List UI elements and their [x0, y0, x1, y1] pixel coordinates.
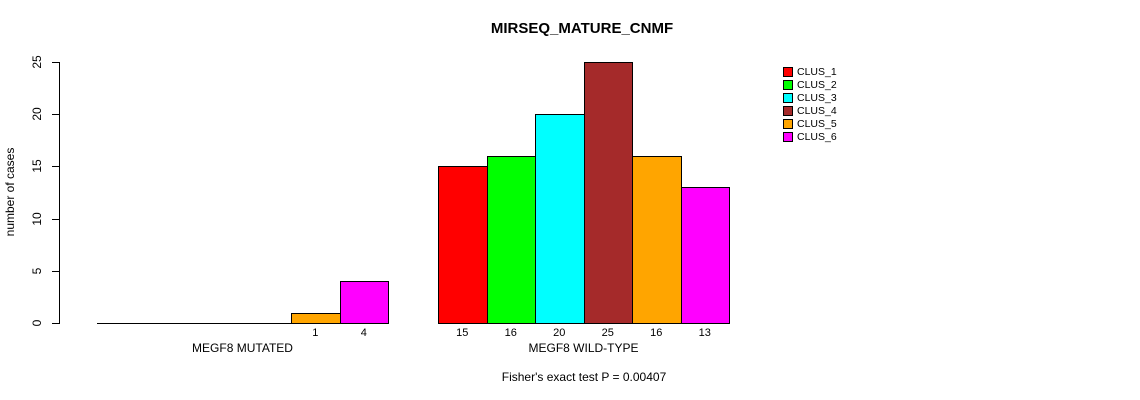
y-tick-label: 25 [30, 55, 44, 69]
y-tick-label: 5 [30, 267, 44, 275]
legend-label: CLUS_2 [797, 78, 837, 91]
bar-value-label: 16 [650, 327, 663, 339]
zero-height-bar [242, 323, 292, 324]
group-label: MEGF8 WILD-TYPE [528, 341, 639, 355]
zero-height-bar [194, 323, 244, 324]
y-axis-tick [52, 270, 59, 272]
bar-value-label: 13 [698, 327, 711, 339]
bar-value-label: 15 [456, 327, 469, 339]
y-axis-tick [52, 114, 59, 116]
bar-value-label: 1 [312, 327, 319, 339]
bar [535, 114, 585, 324]
bar [339, 281, 389, 324]
legend-row: CLUS_2 [783, 78, 837, 91]
legend-label: CLUS_5 [797, 117, 837, 130]
legend-row: CLUS_5 [783, 117, 837, 130]
y-axis-label: number of cases [3, 147, 17, 237]
bar [632, 155, 682, 324]
legend-row: CLUS_1 [783, 65, 837, 78]
bar-value-label: 20 [553, 327, 566, 339]
y-axis-tick [52, 323, 59, 324]
bar [438, 166, 488, 324]
y-axis-tick [52, 218, 59, 220]
legend-row: CLUS_6 [783, 130, 837, 143]
legend-swatch [783, 66, 793, 77]
fisher-test-annotation: Fisher's exact test P = 0.00407 [501, 370, 667, 384]
y-tick-label: 15 [30, 159, 44, 174]
legend-label: CLUS_4 [797, 104, 837, 117]
zero-height-bar [145, 323, 195, 324]
bar [583, 62, 633, 324]
y-axis-tick [52, 62, 59, 63]
y-tick-label: 20 [30, 107, 44, 121]
legend-row: CLUS_4 [783, 104, 837, 117]
legend-swatch [783, 105, 793, 116]
legend-label: CLUS_3 [797, 91, 837, 104]
legend-label: CLUS_1 [797, 65, 837, 78]
legend-swatch [783, 79, 793, 90]
bar [486, 155, 536, 324]
legend-swatch [783, 92, 793, 103]
y-axis-tick [52, 166, 59, 168]
zero-height-bar [97, 323, 147, 324]
legend-row: CLUS_3 [783, 91, 837, 104]
bar-value-label: 25 [601, 327, 614, 339]
bar-value-label: 16 [504, 327, 517, 339]
y-axis-line [59, 62, 60, 324]
legend-swatch [783, 118, 793, 129]
bar [291, 312, 341, 324]
y-tick-label: 10 [30, 211, 44, 226]
legend-label: CLUS_6 [797, 130, 837, 143]
bar-value-label: 4 [360, 327, 367, 339]
chart-title: MIRSEQ_MATURE_CNMF [490, 20, 674, 37]
group-label: MEGF8 MUTATED [192, 341, 293, 355]
bar [680, 187, 730, 324]
y-tick-label: 0 [30, 319, 44, 327]
legend-swatch [783, 131, 793, 142]
